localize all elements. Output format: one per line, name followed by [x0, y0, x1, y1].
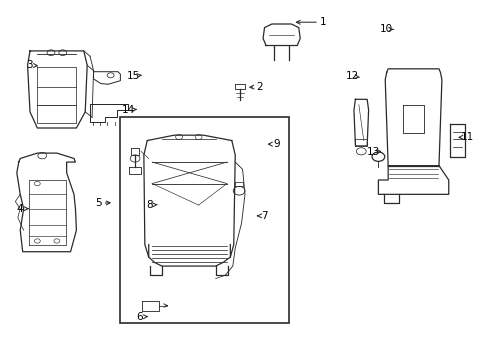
Text: 15: 15 [127, 71, 140, 81]
Text: 12: 12 [346, 71, 359, 81]
Text: 13: 13 [367, 147, 380, 157]
Text: 4: 4 [17, 204, 24, 214]
Text: 3: 3 [25, 60, 32, 70]
Text: 9: 9 [273, 139, 280, 149]
Text: 6: 6 [137, 312, 143, 322]
Text: 7: 7 [261, 211, 268, 221]
Text: 5: 5 [95, 198, 102, 208]
Text: 1: 1 [320, 17, 326, 27]
Text: 2: 2 [256, 82, 263, 92]
Text: 8: 8 [147, 200, 153, 210]
Text: 10: 10 [380, 24, 393, 35]
Text: 14: 14 [122, 105, 135, 115]
Text: 11: 11 [461, 132, 474, 142]
Bar [121, 117, 289, 323]
